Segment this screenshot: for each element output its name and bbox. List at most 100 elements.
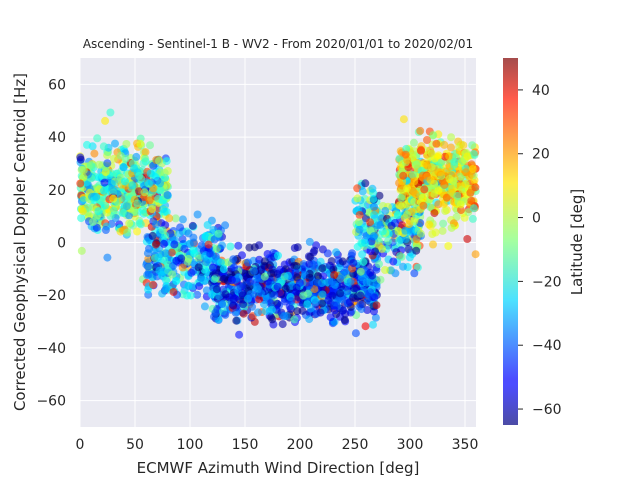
scatter-point: [318, 264, 327, 273]
scatter-point: [412, 160, 421, 169]
scatter-point: [348, 249, 357, 258]
scatter-point: [148, 231, 157, 240]
scatter-point: [162, 157, 171, 166]
scatter-point: [366, 288, 375, 297]
scatter-point: [227, 276, 236, 284]
scatter-point: [149, 280, 157, 289]
scatter-point: [306, 252, 315, 261]
scatter-point: [110, 154, 118, 163]
scatter-point: [212, 285, 221, 294]
scatter-point: [119, 163, 128, 172]
scatter-point: [409, 138, 418, 147]
scatter-point: [471, 250, 480, 259]
scatter-point: [467, 196, 476, 205]
scatter-point: [92, 223, 101, 232]
scatter-point: [196, 273, 205, 282]
scatter-point: [299, 291, 308, 300]
scatter-point: [423, 172, 432, 181]
scatter-point: [145, 196, 154, 205]
scatter-point: [125, 219, 134, 228]
scatter-point: [128, 181, 137, 190]
scatter-point: [409, 170, 417, 179]
scatter-point: [140, 188, 149, 197]
scatter-point: [136, 139, 145, 148]
scatter-point: [148, 205, 157, 214]
scatter-point: [144, 270, 153, 279]
scatter-point: [141, 148, 150, 157]
scatter-point: [332, 248, 341, 257]
scatter-point: [132, 152, 141, 161]
scatter-point: [427, 149, 436, 158]
scatter-point: [468, 214, 477, 223]
x-tick-label: 150: [232, 437, 259, 453]
scatter-point: [432, 139, 441, 148]
scatter-point: [361, 238, 369, 247]
scatter-point: [469, 204, 478, 213]
scatter-point: [355, 211, 364, 219]
scatter-point: [349, 293, 357, 302]
scatter-point: [461, 179, 470, 188]
scatter-point: [218, 300, 227, 308]
scatter-point: [396, 201, 404, 210]
scatter-point: [350, 284, 359, 293]
scatter-point: [229, 295, 238, 304]
colorbar: [503, 58, 518, 425]
colorbar-tick-label: 20: [532, 147, 550, 163]
scatter-point: [439, 219, 448, 228]
scatter-point: [170, 240, 179, 249]
scatter-point: [229, 301, 238, 310]
scatter-point: [103, 253, 112, 262]
scatter-point: [178, 263, 187, 272]
scatter-point: [184, 282, 193, 290]
scatter-point: [305, 237, 314, 246]
scatter-point: [221, 310, 230, 319]
scatter-point: [356, 267, 365, 276]
scatter-point: [313, 278, 322, 287]
scatter-point: [168, 270, 177, 279]
scatter-point: [176, 223, 185, 232]
scatter-point: [293, 243, 302, 252]
scatter-point: [116, 151, 125, 160]
colorbar-tick-label: −20: [532, 274, 562, 290]
scatter-point: [405, 253, 414, 262]
scatter-point: [171, 214, 180, 223]
scatter-point: [441, 207, 450, 215]
scatter-point: [226, 242, 235, 251]
scatter-point: [273, 299, 282, 308]
y-axis-ticks: −60 −40 −20 0 20 40 60: [36, 77, 66, 409]
scatter-point: [201, 232, 210, 241]
scatter-point: [373, 221, 382, 230]
scatter-point: [211, 308, 220, 317]
scatter-point: [250, 243, 259, 252]
scatter-point: [292, 262, 301, 271]
scatter-point: [447, 133, 456, 142]
scatter-point: [372, 301, 381, 310]
scatter-point: [290, 315, 299, 324]
scatter-point: [144, 262, 153, 271]
scatter-point: [162, 276, 171, 285]
scatter-point: [358, 250, 367, 259]
scatter-point: [366, 226, 375, 235]
scatter-point: [381, 206, 390, 215]
scatter-point: [445, 152, 454, 161]
scatter-point: [310, 246, 319, 255]
scatter-point: [412, 246, 421, 255]
scatter-point: [260, 272, 269, 281]
scatter-point: [316, 308, 325, 317]
scatter-point: [416, 126, 425, 135]
scatter-point: [244, 258, 252, 267]
colorbar-tick-label: −60: [532, 402, 562, 418]
scatter-point: [305, 273, 314, 282]
scatter-point: [109, 206, 118, 215]
scatter-point: [356, 291, 365, 300]
scatter-point: [359, 258, 368, 266]
scatter-point: [375, 260, 383, 269]
scatter-point: [358, 187, 367, 196]
scatter-point: [463, 152, 472, 161]
x-tick-label: 200: [287, 437, 314, 453]
scatter-point: [100, 186, 108, 195]
scatter-point: [248, 302, 257, 311]
scatter-point: [246, 277, 254, 286]
